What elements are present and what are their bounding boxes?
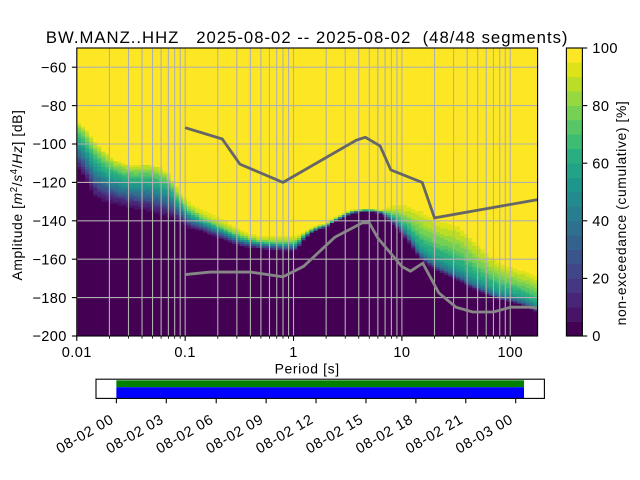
svg-text:−60: −60 bbox=[41, 60, 67, 76]
svg-text:100: 100 bbox=[592, 41, 618, 57]
svg-text:1: 1 bbox=[289, 345, 298, 361]
svg-text:100: 100 bbox=[497, 345, 523, 361]
svg-text:−200: −200 bbox=[32, 329, 66, 345]
svg-text:0: 0 bbox=[592, 329, 601, 345]
svg-text:80: 80 bbox=[592, 99, 609, 115]
svg-text:−120: −120 bbox=[32, 176, 66, 192]
svg-text:10: 10 bbox=[393, 345, 410, 361]
svg-text:−100: −100 bbox=[32, 137, 66, 153]
svg-text:−140: −140 bbox=[32, 214, 66, 230]
svg-text:Amplitude [m2/s4/Hz] [dB]: Amplitude [m2/s4/Hz] [dB] bbox=[9, 110, 25, 281]
svg-text:20: 20 bbox=[592, 272, 609, 288]
svg-text:0.1: 0.1 bbox=[174, 345, 196, 361]
svg-text:−80: −80 bbox=[41, 99, 67, 115]
svg-text:60: 60 bbox=[592, 156, 609, 172]
svg-text:Period [s]: Period [s] bbox=[275, 360, 340, 376]
svg-text:40: 40 bbox=[592, 214, 609, 230]
svg-text:−160: −160 bbox=[32, 252, 66, 268]
svg-text:0.01: 0.01 bbox=[62, 345, 92, 361]
svg-text:BW.MANZ..HHZ 2025-08-02 -- 2: BW.MANZ..HHZ 2025-08-02 -- 2025-08-02 (4… bbox=[46, 28, 569, 47]
svg-text:−180: −180 bbox=[32, 291, 66, 307]
svg-text:non-exceedance (cumulative) [%: non-exceedance (cumulative) [%] bbox=[613, 101, 629, 326]
